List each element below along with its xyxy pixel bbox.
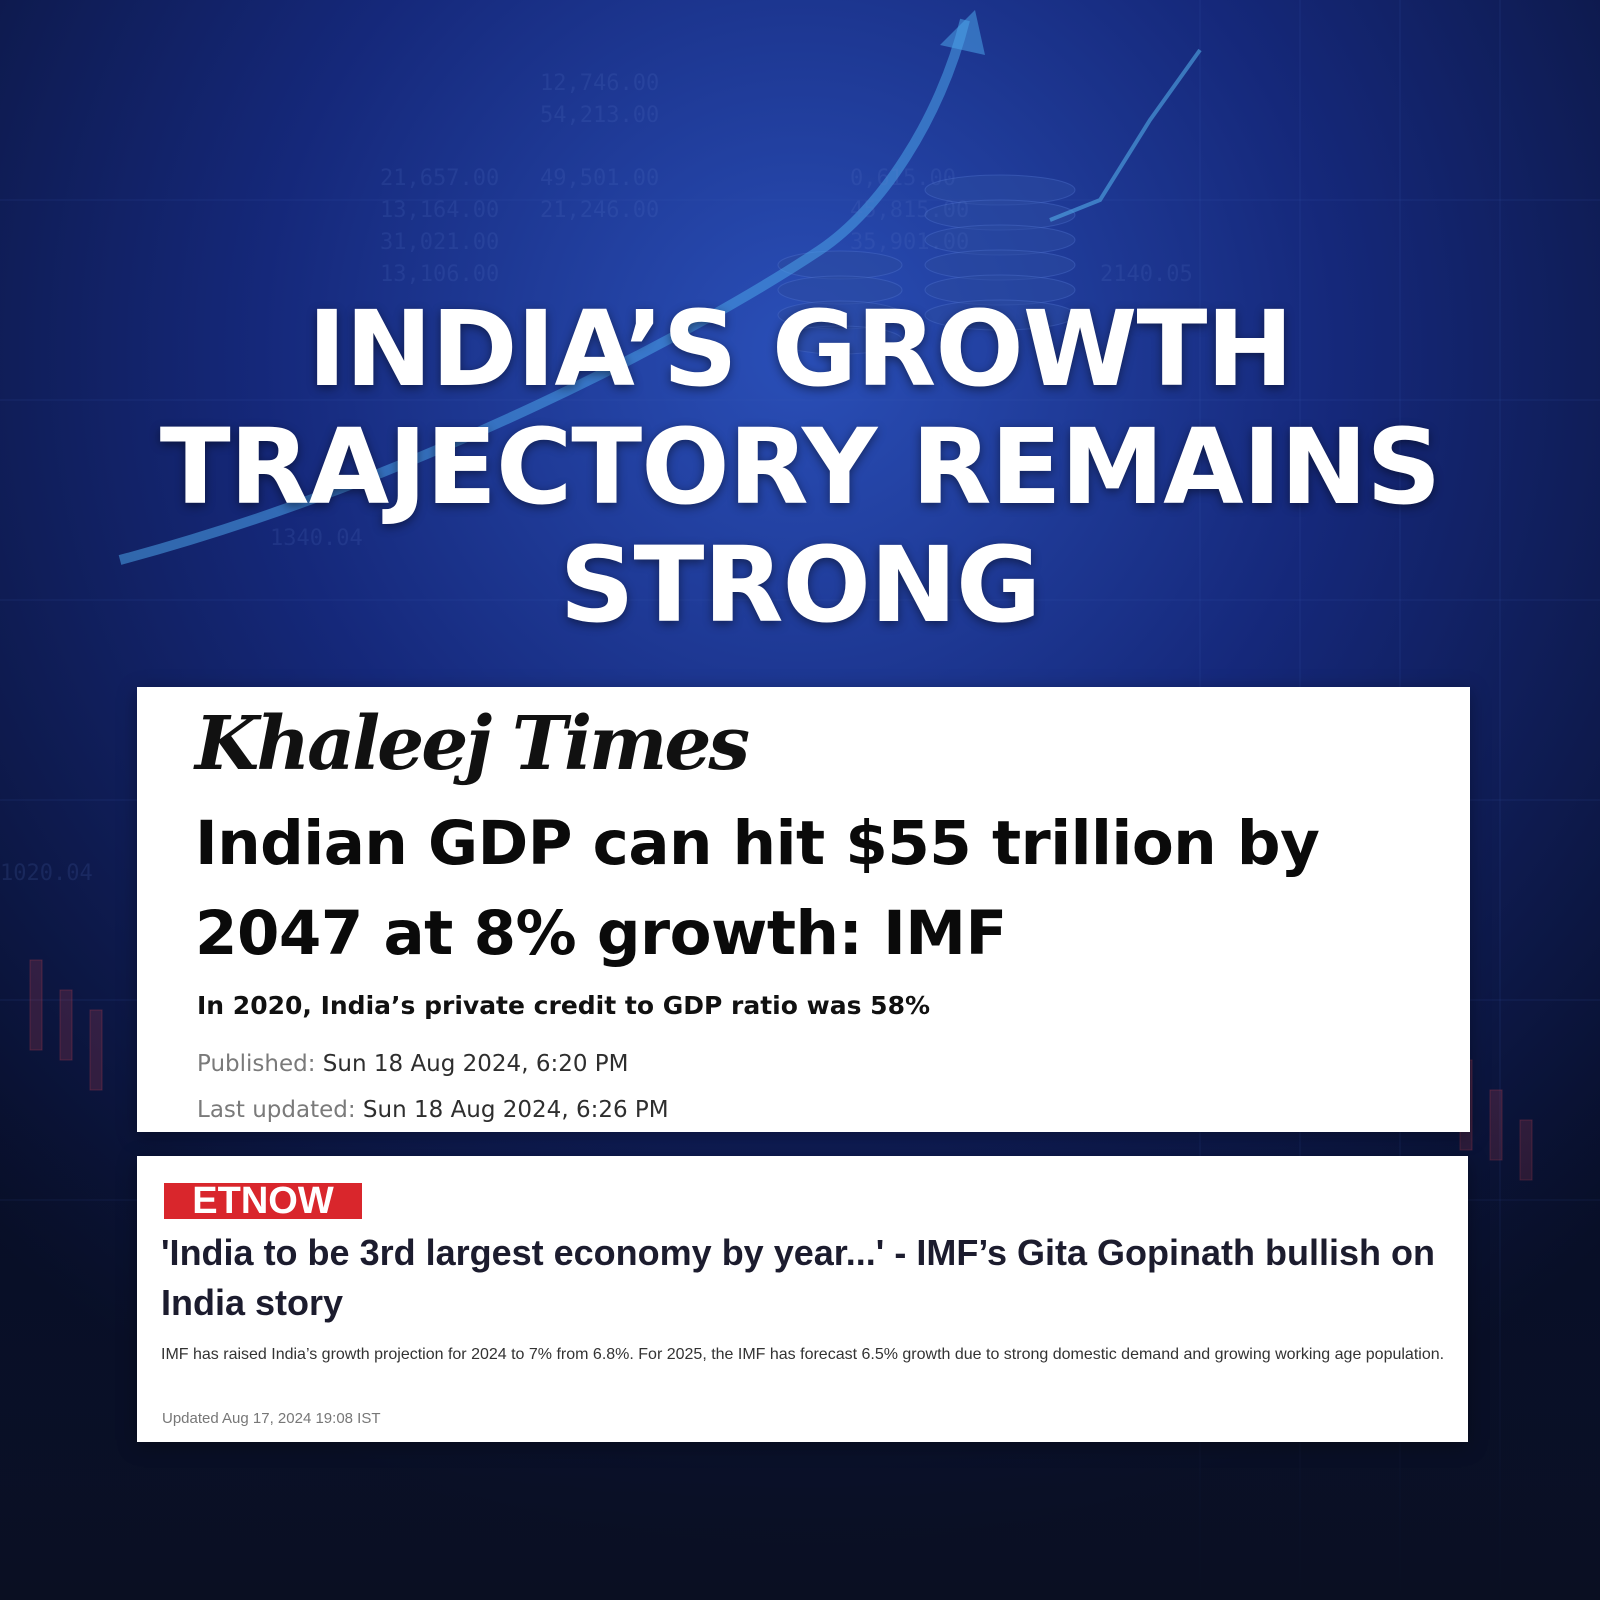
kt-published-label: Published: [197, 1051, 316, 1077]
et-now-article-card[interactable]: ETNOW 'India to be 3rd largest economy b… [137, 1156, 1468, 1442]
svg-text:13,106.00: 13,106.00 [380, 262, 499, 287]
khaleej-times-article-card[interactable]: Khaleej Times Indian GDP can hit $55 tri… [137, 687, 1470, 1132]
kt-updated-date: Last updated: Sun 18 Aug 2024, 6:26 PM [197, 1097, 669, 1123]
svg-text:35,901.00: 35,901.00 [850, 230, 969, 255]
svg-text:31,021.00: 31,021.00 [380, 230, 499, 255]
headline-line-3: STRONG [559, 524, 1042, 646]
svg-text:1340.04: 1340.04 [270, 526, 363, 551]
et-article-summary: IMF has raised India’s growth projection… [161, 1346, 1445, 1363]
et-updated-timestamp: Updated Aug 17, 2024 19:08 IST [162, 1410, 381, 1427]
kt-published-value: Sun 18 Aug 2024, 6:20 PM [322, 1051, 629, 1077]
svg-text:13,164.00: 13,164.00 [380, 198, 499, 223]
svg-text:45,815.00: 45,815.00 [850, 198, 969, 223]
kt-updated-label: Last updated: [197, 1097, 356, 1123]
growth-arrow [118, 18, 970, 565]
svg-text:54,213.00: 54,213.00 [540, 103, 659, 128]
kt-article-title[interactable]: Indian GDP can hit $55 trillion by 2047 … [195, 808, 1320, 969]
svg-text:21,246.00: 21,246.00 [540, 198, 659, 223]
kt-published-date: Published: Sun 18 Aug 2024, 6:20 PM [197, 1051, 629, 1077]
kt-article-subtitle: In 2020, India’s private credit to GDP r… [197, 991, 931, 1020]
et-now-logo: ETNOW [164, 1182, 362, 1220]
main-headline: INDIA’S GROWTH TRAJECTORY REMAINS STRONG [0, 290, 1600, 644]
et-article-title[interactable]: 'India to be 3rd largest economy by year… [161, 1232, 1435, 1323]
svg-text:12,746.00: 12,746.00 [540, 71, 659, 96]
svg-text:49,501.00: 49,501.00 [540, 166, 659, 191]
trend-line [1049, 48, 1202, 222]
headline-line-2: TRAJECTORY REMAINS [159, 406, 1442, 528]
khaleej-times-logo: Khaleej Times [195, 701, 750, 787]
svg-text:1020.04: 1020.04 [0, 861, 93, 886]
headline-line-1: INDIA’S GROWTH [307, 288, 1294, 410]
svg-text:0,615.00: 0,615.00 [850, 166, 956, 191]
svg-text:2140.05: 2140.05 [1100, 262, 1193, 287]
kt-updated-value: Sun 18 Aug 2024, 6:26 PM [362, 1097, 669, 1123]
svg-text:21,657.00: 21,657.00 [380, 166, 499, 191]
